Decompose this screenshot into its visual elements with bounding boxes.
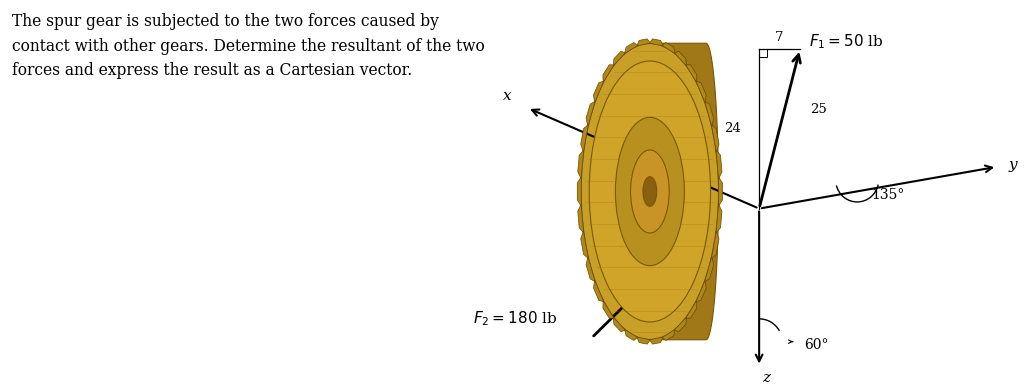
Text: 135°: 135° [871,188,904,202]
Polygon shape [712,231,719,259]
Ellipse shape [631,150,669,233]
Polygon shape [586,101,595,126]
Text: 7: 7 [775,31,783,44]
Ellipse shape [589,61,711,322]
Polygon shape [625,329,638,341]
Polygon shape [649,39,663,46]
Polygon shape [637,337,650,344]
Polygon shape [649,337,663,344]
Polygon shape [637,39,650,46]
Polygon shape [603,300,614,318]
Polygon shape [594,280,604,302]
Polygon shape [578,204,584,233]
Text: $F_1 = 50$ lb: $F_1 = 50$ lb [809,32,884,51]
Text: 25: 25 [810,103,826,116]
Polygon shape [581,125,589,152]
Polygon shape [650,43,719,340]
Ellipse shape [615,117,684,265]
Polygon shape [581,231,589,259]
Text: The spur gear is subjected to the two forces caused by
contact with other gears.: The spur gear is subjected to the two fo… [11,13,484,79]
Polygon shape [675,51,686,66]
Polygon shape [719,177,723,206]
Text: 60°: 60° [609,211,634,225]
Polygon shape [675,317,686,332]
Polygon shape [625,43,638,53]
Polygon shape [663,329,675,341]
Polygon shape [686,65,696,82]
Ellipse shape [581,43,719,340]
Ellipse shape [643,176,656,206]
Text: 60°: 60° [804,339,828,353]
Polygon shape [603,65,614,82]
Text: z: z [762,371,770,385]
Polygon shape [586,257,595,282]
Polygon shape [712,125,719,152]
Polygon shape [663,43,675,53]
Polygon shape [705,101,714,126]
Text: 24: 24 [724,122,740,135]
Text: $F_2 = 180$ lb: $F_2 = 180$ lb [473,310,557,328]
Polygon shape [696,280,707,302]
Polygon shape [716,150,722,179]
Polygon shape [716,204,722,233]
Polygon shape [578,177,582,206]
Polygon shape [686,300,696,318]
Polygon shape [594,81,604,103]
Text: y: y [1008,158,1017,172]
Polygon shape [578,150,584,179]
Text: x: x [503,89,511,103]
Polygon shape [705,257,714,282]
Polygon shape [696,81,707,103]
Polygon shape [613,317,626,332]
Polygon shape [613,51,626,66]
